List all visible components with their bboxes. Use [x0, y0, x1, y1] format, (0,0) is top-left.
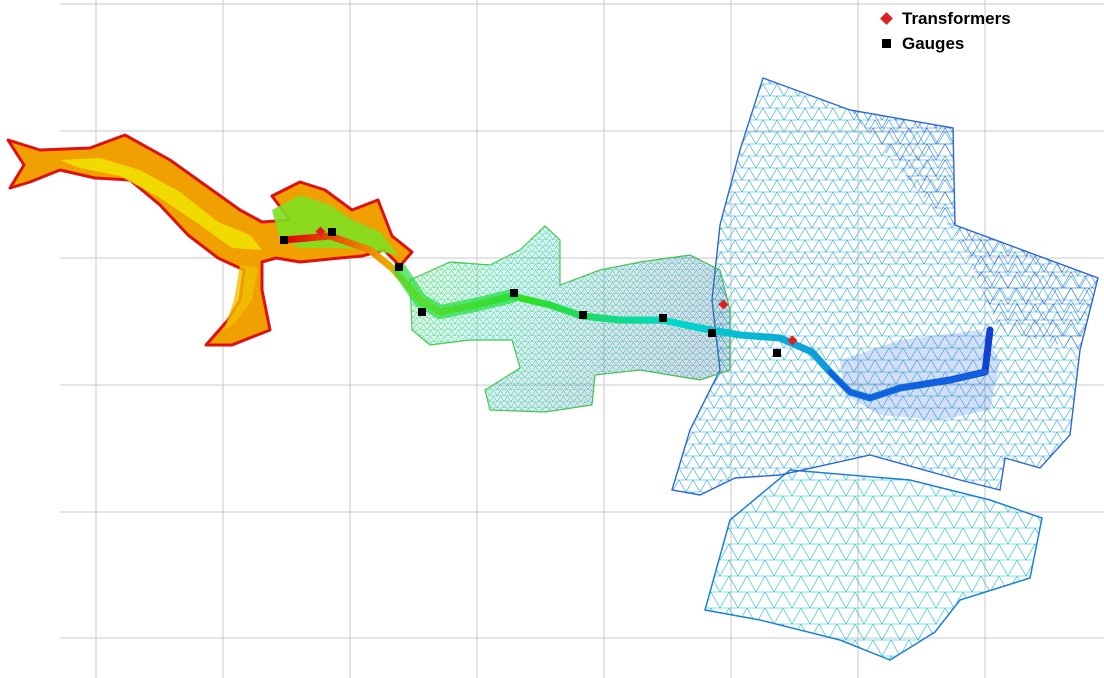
gauge-markers — [280, 228, 781, 357]
gauge-marker[interactable] — [510, 289, 518, 297]
legend-label-transformers: Transformers — [902, 8, 1011, 28]
transformer-marker[interactable] — [315, 226, 326, 237]
legend-item-gauges: Gauges — [874, 31, 1011, 56]
gauge-marker[interactable] — [579, 311, 587, 319]
transformer-markers — [315, 226, 798, 346]
gauge-marker[interactable] — [328, 228, 336, 236]
legend: Transformers Gauges — [874, 6, 1011, 56]
transformer-marker[interactable] — [787, 335, 798, 346]
mesh-lower-block — [704, 469, 1043, 661]
gauge-marker[interactable] — [395, 263, 403, 271]
gauge-marker[interactable] — [708, 329, 716, 337]
legend-item-transformers: Transformers — [874, 6, 1011, 31]
transformer-marker[interactable] — [718, 299, 729, 310]
legend-label-gauges: Gauges — [902, 33, 965, 53]
black-square-icon — [874, 39, 898, 48]
gauge-marker[interactable] — [773, 349, 781, 357]
gauge-marker[interactable] — [659, 314, 667, 322]
gauge-marker[interactable] — [280, 236, 288, 244]
gauge-marker[interactable] — [418, 308, 426, 316]
mesh-mid-river — [409, 225, 731, 413]
red-diamond-icon — [874, 12, 898, 25]
mesh-main-block — [671, 77, 1099, 496]
